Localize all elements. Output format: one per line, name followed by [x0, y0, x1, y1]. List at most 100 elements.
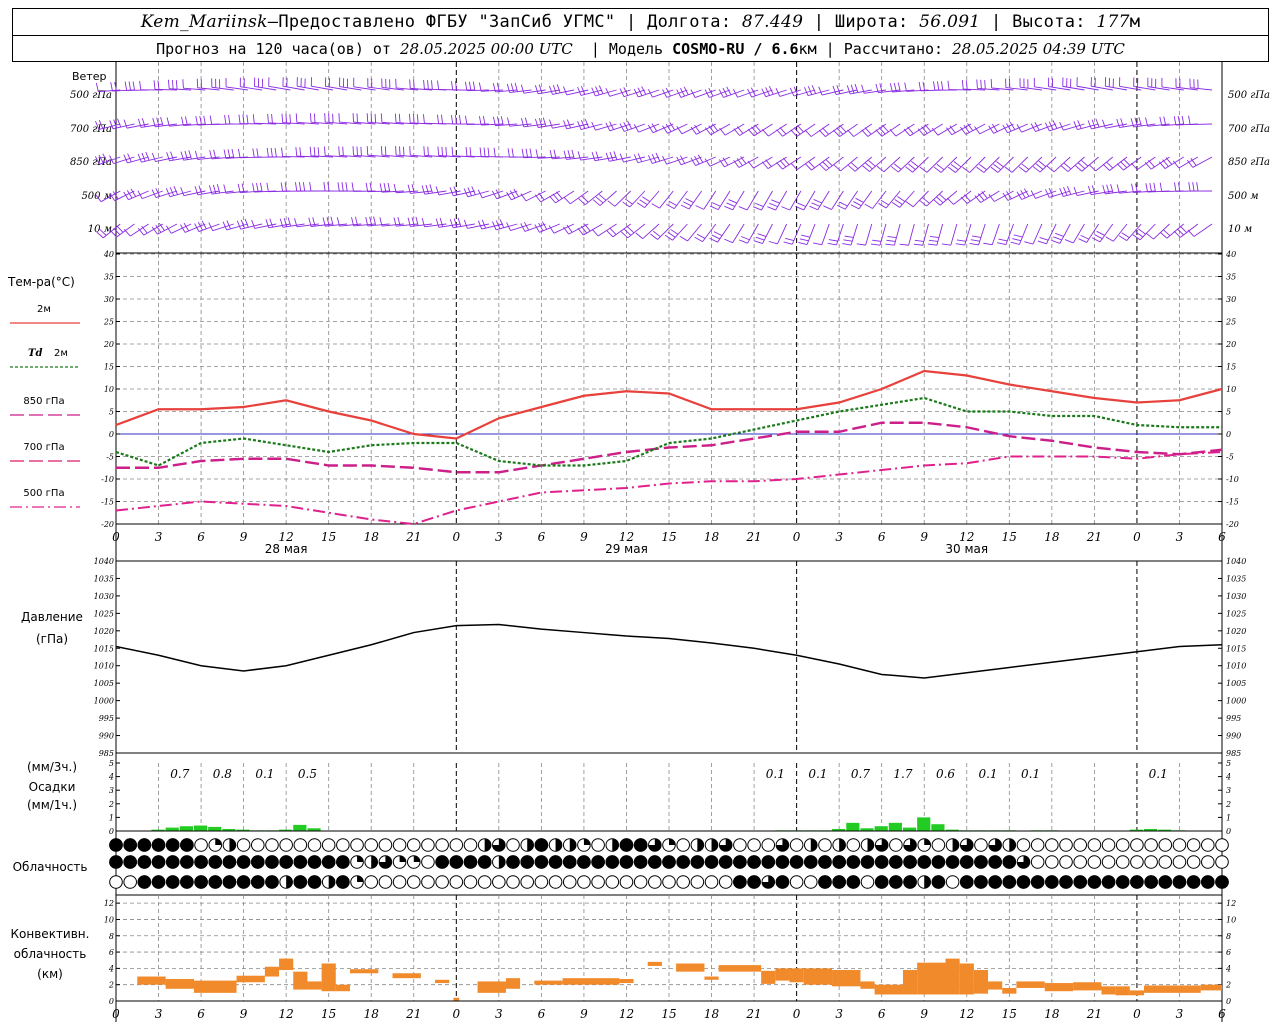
header-sep-4: | [590, 39, 600, 58]
wind-barb-feather [709, 205, 719, 211]
cloud-fill [215, 838, 222, 845]
cloud-circle [1030, 838, 1045, 852]
cloud-fill [974, 855, 988, 869]
cloud-fill [151, 875, 166, 889]
cloud-cover-symbol [406, 855, 421, 869]
wind-barb-feather [365, 217, 369, 227]
x-tick-label: 6 [197, 530, 205, 544]
cloud-cover-symbol [1059, 855, 1073, 869]
wind-barb [325, 155, 348, 158]
wind-barb-feather [1038, 160, 1047, 167]
wind-barb-feather [1177, 115, 1181, 125]
wind-barb [872, 190, 887, 209]
wind-barb-feather [352, 146, 355, 156]
wind-barb-feather [804, 87, 809, 96]
wind-barb [642, 223, 660, 239]
cloud-fill [1017, 855, 1030, 869]
wind-barb [1095, 156, 1114, 172]
cloud-circle [350, 838, 364, 852]
cloud-fill [1186, 875, 1201, 889]
wind-level-label-right: 850 гПа [1228, 157, 1270, 168]
cloud-fill [988, 855, 1002, 869]
wind-barb-feather [757, 233, 767, 237]
x-tick-label: 3 [495, 530, 503, 544]
wind-barb [939, 190, 958, 206]
cloud-cover-symbol [733, 838, 747, 852]
cloud-fill [413, 855, 421, 862]
cloud-fill [1101, 875, 1116, 889]
wind-barb-feather [969, 243, 979, 246]
wind-barb-feather [203, 115, 206, 125]
cloud-fill [123, 838, 137, 852]
wind-barb-feather [637, 153, 643, 162]
pressure-y-tick-label: 1015 [1226, 644, 1246, 653]
precip-3h-total: 0.1 [978, 767, 997, 781]
wind-barb-feather [980, 79, 982, 89]
temp-y-tick-label: 30 [1226, 295, 1236, 304]
wind-barb-feather [577, 121, 582, 130]
provider: Предоставлено ФГБУ "ЗапСиб УГМС" [278, 12, 616, 32]
convective-bar [874, 984, 903, 995]
pressure-y-tick-label: 1015 [94, 644, 114, 653]
wind-barb-feather [647, 88, 653, 98]
wind-barb-feather [279, 218, 284, 228]
cloud-fill [498, 855, 506, 869]
altitude-value: 177 [1096, 12, 1130, 32]
wind-barb-feather [667, 231, 676, 238]
wind-barb-feather [1064, 239, 1074, 244]
x-tick-label: 15 [1002, 530, 1017, 544]
x-tick-label: 3 [835, 1007, 843, 1021]
cloud-cover-symbol [1045, 875, 1059, 889]
wind-barb-feather [1077, 120, 1082, 129]
cloud-fill [1172, 875, 1187, 889]
wind-barb-feather [670, 228, 679, 235]
wind-barb-feather [370, 113, 373, 123]
cloud-circle [1059, 838, 1073, 852]
wind-barb-feather [1121, 232, 1130, 238]
wind-barb-feather [566, 119, 571, 129]
cloud-cover-symbol [378, 875, 393, 889]
wind-barb [687, 223, 702, 242]
cloud-cover-symbol [165, 838, 180, 852]
wind-barb-feather [808, 161, 816, 169]
pressure-y-tick-label: 1010 [1226, 662, 1246, 671]
wind-barb-feather [983, 242, 993, 246]
wind-barb-feather [495, 220, 501, 229]
cloud-cover-symbol [1186, 875, 1201, 889]
wind-barb-feather [768, 240, 778, 245]
wind-barb-feather [907, 126, 914, 135]
cloud-fill [846, 875, 861, 889]
wind-barb [1105, 123, 1128, 129]
pressure-y-tick-label: 1030 [1226, 592, 1246, 601]
cloud-fill [357, 855, 364, 862]
wind-barb-feather [413, 79, 415, 89]
wind-barb-feather [416, 114, 419, 124]
cloud-cover-symbol [222, 875, 237, 889]
cloud-circle [492, 875, 506, 889]
wind-barb-feather [328, 113, 330, 123]
x-tick-label: 0 [452, 530, 460, 544]
wind-barb-feather [1009, 121, 1016, 130]
wind-barb-feather [850, 84, 855, 94]
conv-y-tick-label: 0 [1226, 997, 1231, 1006]
wind-barb [113, 156, 135, 165]
cloud-cover-symbol [605, 875, 620, 889]
wind-barb-feather [156, 117, 160, 127]
wind-barb-feather [338, 146, 340, 156]
forecast-start: 28.05.2025 00:00 UTC [399, 39, 573, 58]
cloud-cover-symbol [860, 855, 875, 869]
wind-barb-feather [412, 114, 415, 124]
wind-barb-feather [1159, 116, 1163, 126]
wind-barb-feather [931, 127, 939, 136]
wind-barb-feather [246, 114, 249, 124]
wind-barb [614, 190, 632, 207]
wind-barb-feather [704, 89, 710, 98]
wind-barb-feather [308, 217, 312, 227]
wind-barb-feather [733, 89, 738, 98]
wind-barb-feather [324, 146, 326, 156]
wind-barb-feather [113, 227, 121, 235]
cloud-circle [619, 875, 634, 889]
cloud-cover-symbol [307, 875, 322, 889]
wind-barb-feather [609, 227, 617, 235]
temperature-title: Тем-ра(°C) [7, 275, 75, 289]
